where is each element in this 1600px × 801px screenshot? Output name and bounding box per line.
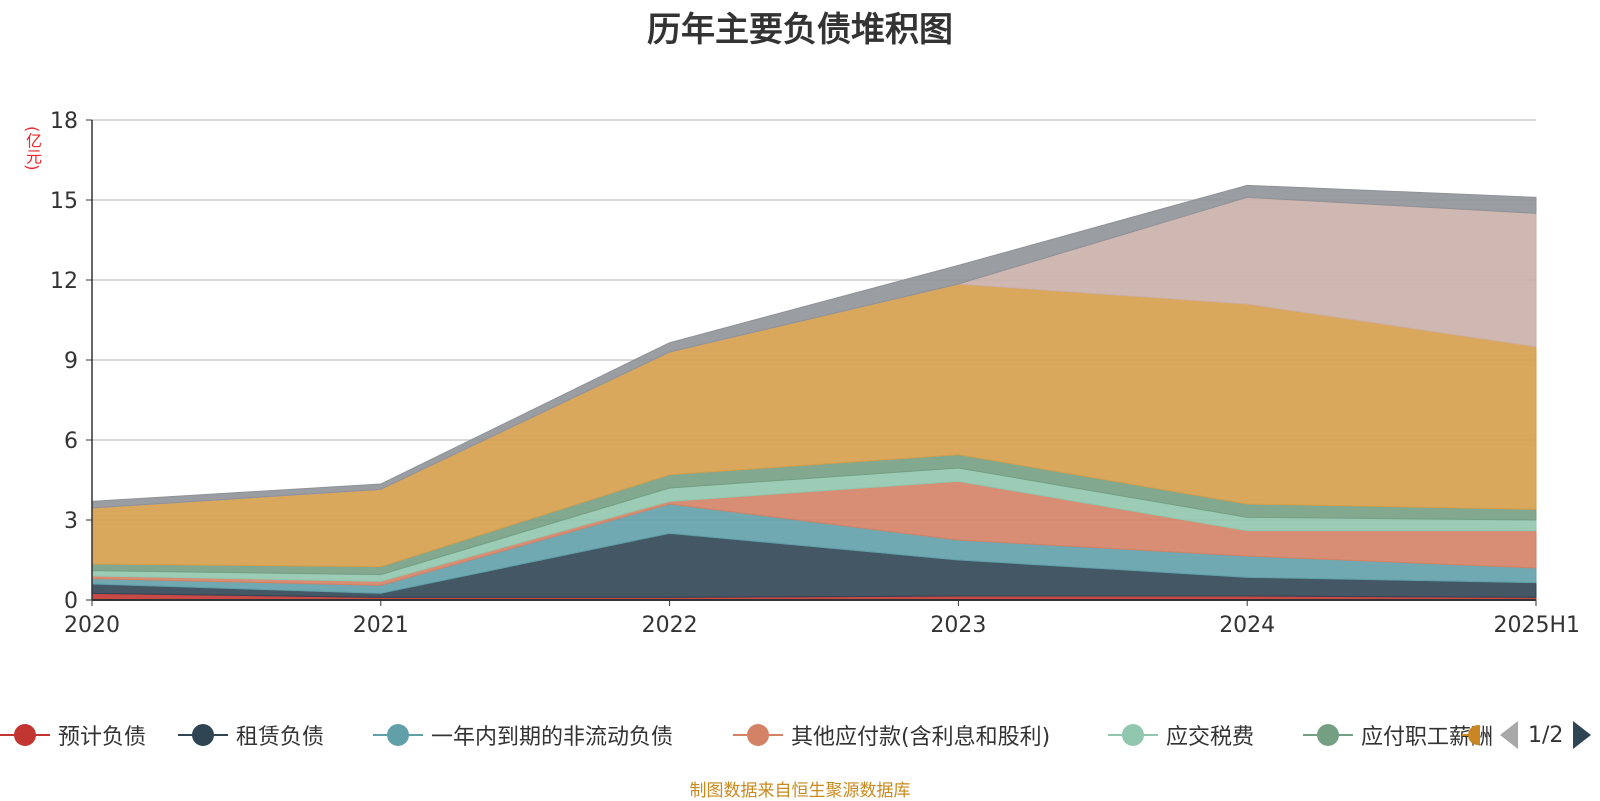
y-tick-label: 18 xyxy=(50,109,78,134)
x-tick-label: 2022 xyxy=(642,613,698,638)
legend-page-indicator: 1/2 xyxy=(1528,722,1564,748)
legend-label: 租赁负债 xyxy=(236,725,325,750)
y-axis-unit-label: (亿元) xyxy=(23,125,42,171)
legend-prev-arrow-icon[interactable] xyxy=(1500,721,1518,749)
legend-marker-icon xyxy=(1462,718,1480,752)
x-tick-label: 2023 xyxy=(930,613,986,638)
legend-marker-icon xyxy=(1303,718,1353,752)
legend: 预计负债 租赁负债 一年内到期的非流动负债 其他应付款(含利息和股利) 应交税费 应付职工… xyxy=(0,718,1600,752)
y-tick-label: 6 xyxy=(64,429,78,454)
legend-label: 一年内到期的非流动负债 xyxy=(431,725,674,750)
x-tick-label: 2024 xyxy=(1219,613,1275,638)
legend-marker-icon xyxy=(373,718,423,752)
legend-item[interactable]: 一年内到期的非流动负债 xyxy=(373,718,673,752)
legend-item[interactable]: 租赁负债 xyxy=(178,718,324,752)
area-series-8 xyxy=(91,184,1537,509)
legend-marker-icon xyxy=(178,718,228,752)
legend-marker-icon xyxy=(733,718,783,752)
stacked-area-chart: 0 3 6 9 12 15 18 2020 2021 2022 2023 2024 2025H1 xyxy=(50,109,1580,638)
x-tick-label: 2025H1 xyxy=(1493,613,1580,638)
legend-marker-icon xyxy=(0,718,50,752)
y-tick-label: 12 xyxy=(50,269,78,294)
y-tick-label: 15 xyxy=(50,189,78,214)
x-tick-label: 2020 xyxy=(64,613,120,638)
source-note: 制图数据来自恒生聚源数据库 xyxy=(689,781,911,801)
legend-label: 其他应付款(含利息和股利) xyxy=(791,725,1051,750)
legend-label: 应交税费 xyxy=(1166,725,1255,750)
legend-pager: 1/2 xyxy=(1500,718,1600,752)
x-tick-label: 2021 xyxy=(353,613,409,638)
legend-item[interactable]: 预计负债 xyxy=(0,718,146,752)
area-series-group xyxy=(91,184,1537,601)
y-tick-label: 3 xyxy=(64,509,78,534)
y-tick-label: 9 xyxy=(64,349,78,374)
legend-label: 预计负债 xyxy=(58,725,147,750)
legend-next-arrow-icon[interactable] xyxy=(1573,721,1592,749)
legend-marker-icon xyxy=(1108,718,1158,752)
y-tick-label: 0 xyxy=(64,589,78,614)
chart-title: 历年主要负债堆积图 xyxy=(647,10,953,50)
legend-item[interactable]: 应交税费 xyxy=(1108,718,1254,752)
legend-item[interactable]: 其他应付款(含利息和股利) xyxy=(733,718,1050,752)
axes: 0 3 6 9 12 15 18 2020 2021 2022 2023 2024 2025H1 xyxy=(50,109,1580,638)
